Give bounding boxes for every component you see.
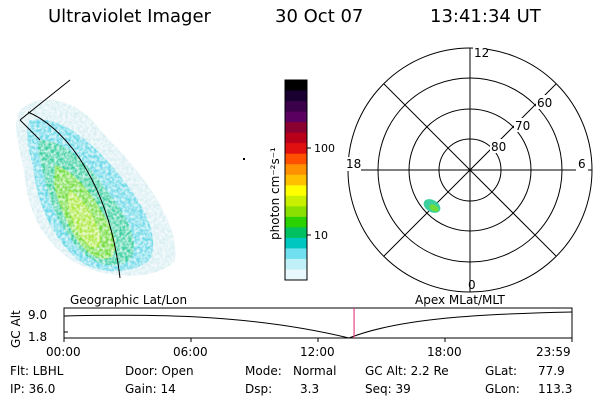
timeline-ytick-high: 9.0 — [28, 308, 47, 322]
color-scale-block — [285, 80, 307, 92]
color-scale-block — [285, 164, 307, 176]
color-scale-block — [285, 101, 307, 113]
mlt-label-6: 6 — [578, 157, 586, 171]
color-scale-block — [285, 122, 307, 134]
color-scale-block — [285, 111, 307, 123]
dsp-label: Dsp: — [245, 382, 273, 396]
color-scale-block — [285, 185, 307, 197]
mlt-label-18: 18 — [346, 157, 361, 171]
color-scale-block — [285, 90, 307, 102]
door-info: Door: Open — [125, 364, 194, 378]
color-scale-block — [285, 153, 307, 165]
lat-label-70: 70 — [515, 119, 530, 133]
color-scale-blocks — [285, 80, 307, 281]
mlt-label-12: 12 — [474, 46, 489, 60]
color-scale-block — [285, 174, 307, 186]
geo-grid-line — [27, 111, 121, 279]
polar-plot: 12 18 6 0 60 70 80 — [345, 44, 593, 293]
color-scale-frame — [284, 79, 308, 281]
color-scale-block — [285, 216, 307, 228]
geographic-image — [0, 70, 200, 290]
glat-label: GLat: — [485, 364, 518, 378]
color-scale-block — [285, 269, 307, 281]
timeline-xtick-label: 12:00 — [300, 345, 335, 359]
timeline-xticks: 00:00 06:00 12:00 18:00 23:59 — [46, 338, 573, 359]
color-scale-block — [285, 195, 307, 207]
polar-aurora-spot — [423, 199, 441, 213]
timeline-xtick-label: 18:00 — [427, 345, 462, 359]
geo-grid-line-2 — [19, 119, 41, 141]
gc-alt-info: GC Alt: 2.2 Re — [365, 364, 449, 378]
mlt-label-0: 0 — [468, 278, 476, 292]
orbit-timeline: GC Alt 9.0 1.8 00:00 06:00 12:00 18:00 23:59 — [9, 307, 573, 359]
glon-value: 113.3 — [538, 382, 573, 396]
color-scale-block — [285, 143, 307, 155]
seq-info: Seq: 39 — [365, 382, 411, 396]
mode-value: Normal — [293, 364, 337, 378]
color-scale-block — [285, 258, 307, 270]
altitude-curve — [63, 311, 573, 339]
filter-info: Flt: LBHL — [10, 364, 64, 378]
lat-label-80: 80 — [491, 140, 506, 154]
timeline-xtick-label: 00:00 — [46, 345, 81, 359]
tick-label-10: 10 — [314, 229, 328, 242]
dsp-value: 3.3 — [300, 382, 320, 396]
color-scale: 100 10 photon cm⁻²s⁻¹ — [270, 79, 335, 281]
unit-label: photon cm⁻²s⁻¹ — [270, 147, 282, 240]
timeline-xtick-label: 23:59 — [536, 345, 571, 359]
geo-panel-label: Geographic Lat/Lon — [70, 293, 188, 307]
time-label: 13:41:34 UT — [430, 6, 541, 27]
lat-label-60: 60 — [537, 96, 552, 110]
aurora-blob — [0, 70, 200, 290]
color-scale-block — [285, 248, 307, 260]
timeline-ytick-low: 1.8 — [28, 330, 47, 344]
mode-label: Mode: — [245, 364, 282, 378]
gain-info: Gain: 14 — [125, 382, 176, 396]
color-scale-block — [285, 132, 307, 144]
color-scale-block — [285, 237, 307, 249]
glat-value: 77.9 — [538, 364, 565, 378]
tick-label-100: 100 — [314, 142, 335, 155]
timeline-xtick-label: 06:00 — [173, 345, 208, 359]
color-scale-block — [285, 227, 307, 239]
timeline-frame — [63, 307, 573, 339]
ip-info: IP: 36.0 — [10, 382, 56, 396]
date-label: 30 Oct 07 — [275, 6, 364, 27]
polar-diag-2 — [383, 83, 557, 257]
instrument-title: Ultraviolet Imager — [48, 6, 211, 27]
timeline-ylabel: GC Alt — [9, 310, 23, 348]
color-scale-block — [285, 206, 307, 218]
glon-label: GLon: — [485, 382, 520, 396]
terminator-line — [19, 79, 71, 121]
apex-panel-label: Apex MLat/MLT — [415, 293, 505, 307]
dot-marker — [243, 158, 245, 160]
